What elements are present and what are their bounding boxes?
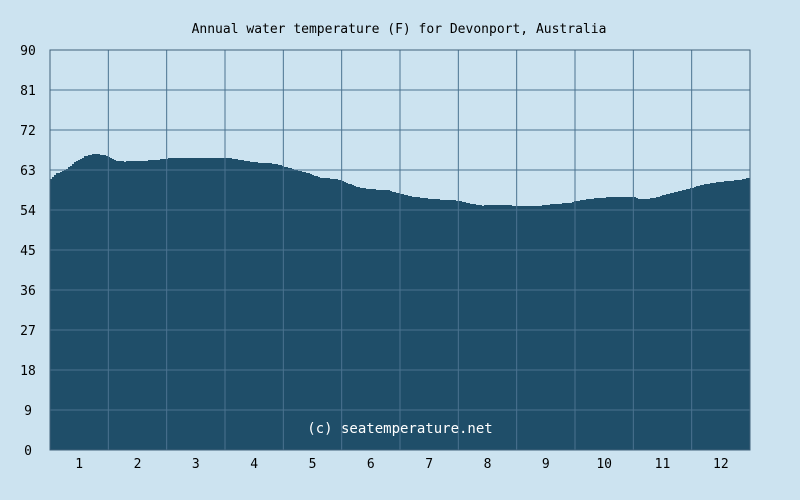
x-tick-label: 10 <box>596 457 612 472</box>
x-tick-label: 7 <box>425 457 433 472</box>
x-tick-label: 1 <box>75 457 83 472</box>
x-tick-label: 6 <box>367 457 375 472</box>
y-tick-label: 45 <box>20 244 36 259</box>
y-tick-label: 54 <box>20 204 36 219</box>
x-tick-label: 12 <box>713 457 729 472</box>
y-tick-label: 72 <box>20 124 36 139</box>
x-tick-label: 8 <box>484 457 492 472</box>
x-tick-label: 3 <box>192 457 200 472</box>
y-tick-label: 18 <box>20 364 36 379</box>
y-tick-label: 0 <box>24 444 32 459</box>
y-tick-label: 63 <box>20 164 36 179</box>
x-tick-label: 5 <box>309 457 317 472</box>
y-tick-label: 81 <box>20 84 36 99</box>
credit-watermark: (c) seatemperature.net <box>307 421 492 437</box>
y-tick-label: 9 <box>24 404 32 419</box>
plot-frame <box>49 49 751 451</box>
x-tick-label: 11 <box>655 457 671 472</box>
y-tick-label: 36 <box>20 284 36 299</box>
y-tick-label: 90 <box>20 44 36 59</box>
x-tick-label: 4 <box>250 457 258 472</box>
y-tick-label: 27 <box>20 324 36 339</box>
x-tick-label: 2 <box>134 457 142 472</box>
chart-title: Annual water temperature (F) for Devonpo… <box>192 22 607 37</box>
x-tick-label: 9 <box>542 457 550 472</box>
